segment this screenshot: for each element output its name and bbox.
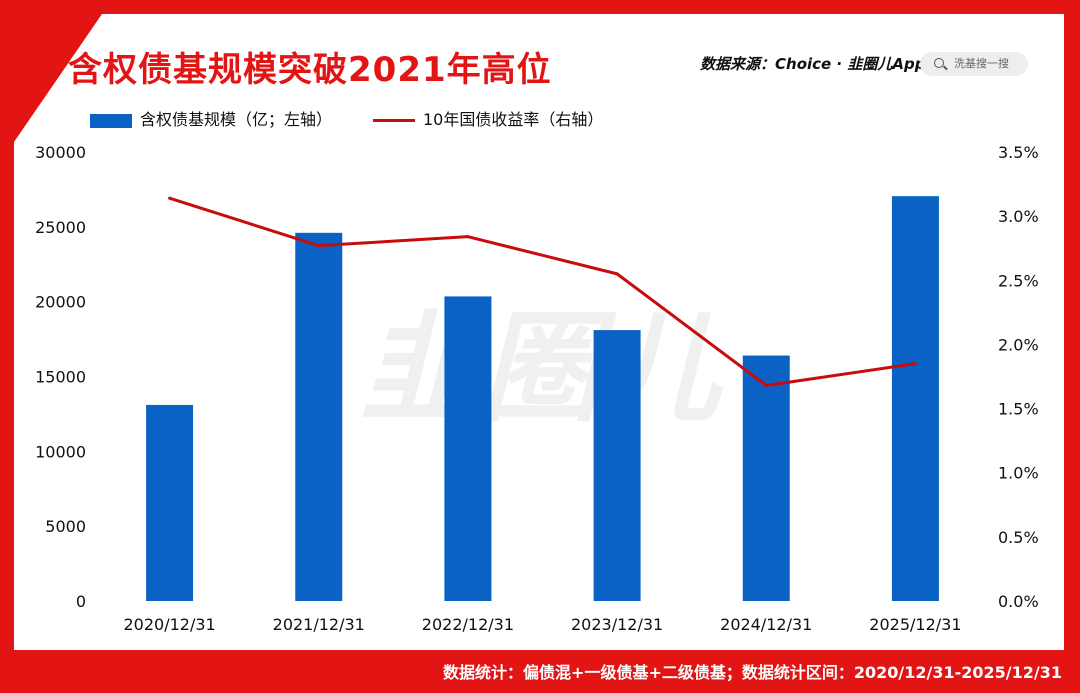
yield-point [317,244,321,248]
y-right-tick-label: 3.0% [998,207,1039,226]
legend-line-label: 10年国债收益率（右轴） [423,110,604,129]
yield-point [168,196,172,200]
yield-line [169,196,916,387]
yield-point [466,235,470,239]
bar [146,404,194,601]
y-right-tick-label: 3.5% [998,143,1039,162]
x-tick-label: 2024/12/31 [720,615,812,634]
bar [742,355,790,601]
x-tick-label: 2020/12/31 [123,615,215,634]
bar [444,296,492,601]
search-placeholder: 洗基搜一搜 [954,57,1009,70]
y-right-tick-label: 2.0% [998,335,1039,354]
bar [295,232,343,601]
legend-item-bar: 含权债基规模（亿；左轴） [90,106,332,130]
y-right-tick-label: 1.0% [998,464,1039,483]
y-left-tick-label: 0 [76,592,86,611]
search-box[interactable]: 洗基搜一搜 [920,52,1028,76]
yield-point [764,383,768,387]
legend-item-line: 10年国债收益率（右轴） [373,106,603,130]
x-tick-label: 2021/12/31 [273,615,365,634]
page-title: 含权债基规模突破2021年高位 [68,50,552,90]
y-left-tick-label: 25000 [35,218,86,237]
legend-line-swatch [373,119,415,122]
watermark: 韭圈儿 [360,300,724,439]
bar [593,330,641,601]
y-right-tick-label: 0.0% [998,592,1039,611]
y-left-tick-label: 30000 [35,143,86,162]
x-tick-label: 2022/12/31 [422,615,514,634]
legend-bar-swatch [90,113,132,128]
data-source: 数据来源：Choice · 韭圈儿App [700,55,926,73]
x-tick-label: 2023/12/31 [571,615,663,634]
y-right-tick-label: 1.5% [998,400,1039,419]
y-right-tick-label: 0.5% [998,528,1039,547]
footer-note: 数据统计：偏债混+一级债基+二级债基；数据统计区间：2020/12/31-202… [443,663,1062,682]
corner-decoration [14,14,102,142]
y-left-tick-label: 15000 [35,368,86,387]
yield-point [913,362,917,366]
search-icon [934,58,944,68]
x-tick-label: 2025/12/31 [869,615,961,634]
yield-point [615,272,619,276]
y-left-tick-label: 5000 [45,517,86,536]
y-left-tick-label: 20000 [35,293,86,312]
legend-bar-label: 含权债基规模（亿；左轴） [140,110,333,129]
y-left-tick-label: 10000 [35,442,86,461]
bar [891,196,939,601]
y-right-tick-label: 2.5% [998,271,1039,290]
